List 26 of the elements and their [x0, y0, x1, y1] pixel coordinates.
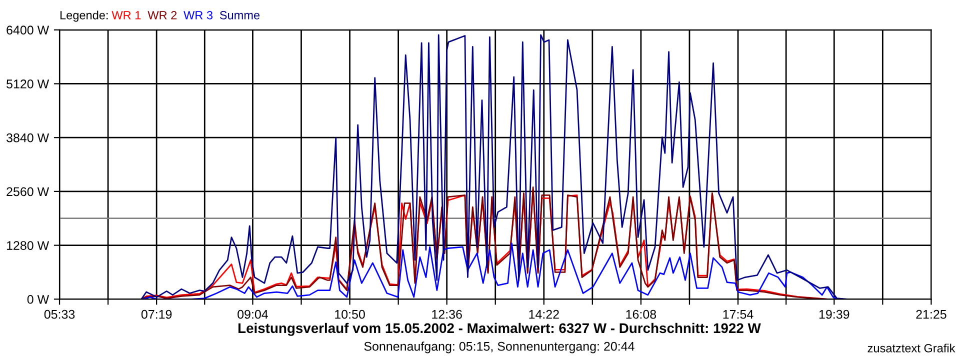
- line-series: [142, 242, 838, 300]
- text: WR 1: [112, 11, 141, 20]
- text: Leistungsverlauf vom 15.05.2002 - Maximalwert: 6327 W - Durchschnitt: 1922 W: [238, 322, 761, 336]
- x-tick-label: 10:50: [335, 310, 365, 319]
- x-tick-label: 07:19: [141, 310, 172, 319]
- x-tick-label: 16:08: [626, 310, 656, 319]
- y-tick-label: 5120 W: [6, 80, 50, 88]
- line-series: [140, 34, 848, 300]
- y-tick-label: 3840 W: [6, 133, 50, 142]
- x-tick-label: 05:33: [44, 310, 75, 319]
- y-tick-label: 1280 W: [6, 241, 50, 250]
- legend-title: Legende:: [60, 10, 108, 22]
- x-tick-label: 12:36: [432, 310, 462, 319]
- y-tick-label: 2560 W: [6, 187, 50, 196]
- text: WR 3: [184, 11, 213, 20]
- x-tick-label: 17:54: [723, 310, 754, 319]
- x-tick-label: 14:22: [529, 310, 559, 319]
- y-tick-label: 6400 W: [6, 26, 50, 35]
- x-tick-label: 09:04: [238, 310, 268, 319]
- x-tick-label: 19:39: [819, 310, 850, 319]
- x-tick-label: 21:25: [916, 310, 946, 319]
- text: Sonnenaufgang: 05:15, Sonnenuntergang: 20:44: [364, 342, 634, 354]
- text: zusatztext Grafik: [868, 344, 956, 352]
- text: WR 2: [148, 11, 177, 20]
- text: Summe: [220, 11, 260, 20]
- y-tick-label: 0 W: [27, 294, 50, 304]
